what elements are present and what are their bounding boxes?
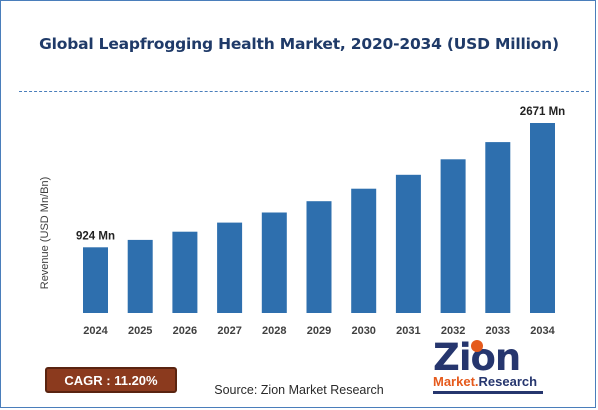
x-tick-2024: 2024 <box>83 325 108 337</box>
logo-sub-research: Research <box>478 374 538 389</box>
bar-2026 <box>172 231 198 313</box>
bar-2028 <box>261 212 287 313</box>
bar-2027 <box>217 222 243 313</box>
title-divider <box>19 91 589 92</box>
zion-logo-icon: Zion Market.Research <box>433 339 551 399</box>
cagr-badge: CAGR : 11.20% <box>45 367 177 393</box>
cagr-text: CAGR : 11.20% <box>64 372 158 388</box>
logo-subtitle: Market.Research <box>433 375 537 388</box>
x-tick-2030: 2030 <box>351 325 375 337</box>
x-tick-2028: 2028 <box>262 325 286 337</box>
bar-2033 <box>485 142 511 313</box>
x-tick-2033: 2033 <box>486 325 510 337</box>
x-tick-2032: 2032 <box>441 325 465 337</box>
logo-dot-icon <box>471 340 483 352</box>
bar-2025 <box>127 239 153 313</box>
bar-2032 <box>440 159 466 313</box>
x-tick-2025: 2025 <box>128 325 152 337</box>
x-tick-2034: 2034 <box>530 325 555 337</box>
bar-2034 <box>530 123 555 313</box>
bar-2030 <box>351 188 377 313</box>
x-tick-2029: 2029 <box>307 325 331 337</box>
x-tick-2031: 2031 <box>396 325 420 337</box>
data-label-2034: 2671 Mn <box>520 106 565 118</box>
source-note: Source: Zion Market Research <box>214 383 384 397</box>
bar-2029 <box>306 201 332 313</box>
logo-sub-market: Market. <box>433 374 479 389</box>
x-tick-2026: 2026 <box>173 325 197 337</box>
logo-underline <box>433 391 543 394</box>
bar-2031 <box>395 174 421 313</box>
bar-2024 <box>83 247 108 313</box>
x-tick-2027: 2027 <box>217 325 241 337</box>
chart-title: Global Leapfrogging Health Market, 2020-… <box>39 35 559 53</box>
data-label-2024: 924 Mn <box>76 230 115 242</box>
